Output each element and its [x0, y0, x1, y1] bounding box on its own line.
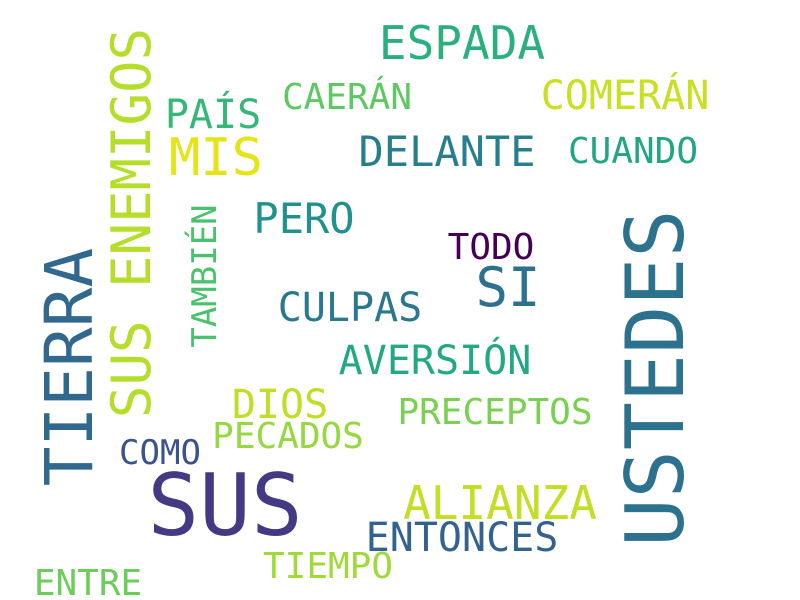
word-delante: DELANTE [358, 127, 536, 176]
word-tambien: TAMBIÉN [185, 204, 225, 348]
word-alianza: ALIANZA [403, 476, 597, 530]
word-como: COMO [119, 433, 201, 473]
word-tierra: TIERRA [31, 247, 108, 487]
word-dios: DIOS [231, 382, 329, 428]
word-ustedes: USTEDES [609, 209, 702, 547]
word-espada: ESPADA [378, 16, 546, 70]
word-todo: TODO [447, 227, 535, 268]
word-si: SI [475, 256, 541, 319]
word-cuando: CUANDO [567, 131, 699, 172]
word-aversion: AVERSIÓN [338, 338, 532, 384]
word-culpas: CULPAS [277, 285, 423, 331]
word-entre: ENTRE [33, 563, 143, 600]
word-comeran: COMERÁN [540, 73, 710, 119]
word-entonces: ENTONCES [365, 515, 559, 561]
word-pero: PERO [253, 194, 355, 243]
word-pais: PAÍS [164, 92, 262, 138]
word-pecados: PECADOS [212, 416, 364, 457]
word-caeran: CAERÁN [281, 77, 413, 118]
word-sus-enemigos: SUS ENEMIGOS [100, 27, 163, 419]
word-tiempo: TIEMPO [262, 546, 394, 587]
word-preceptos: PRECEPTOS [397, 392, 593, 433]
word-sus: SUS [147, 456, 303, 556]
word-mis: MIS [169, 128, 263, 188]
